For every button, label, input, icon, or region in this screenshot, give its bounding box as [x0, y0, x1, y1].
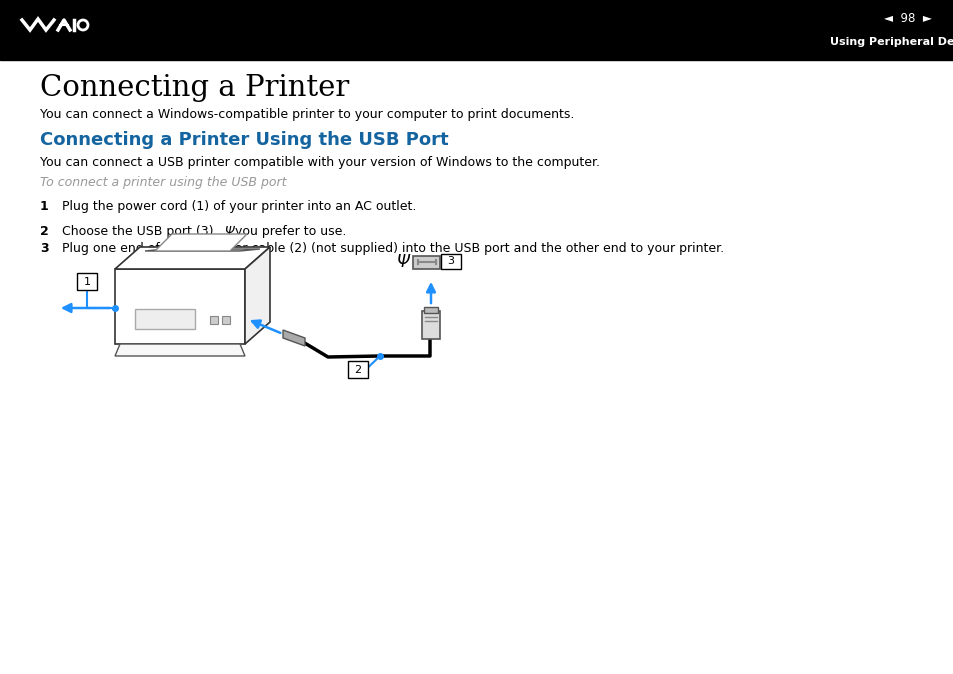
Text: 1: 1 — [84, 277, 91, 287]
Bar — [421, 311, 439, 339]
Text: To connect a printer using the USB port: To connect a printer using the USB port — [40, 176, 286, 189]
Text: Choose the USB port (3): Choose the USB port (3) — [62, 225, 213, 238]
Polygon shape — [145, 249, 260, 251]
Text: ◄  98  ►: ◄ 98 ► — [883, 11, 931, 24]
Text: Ψ: Ψ — [396, 253, 409, 271]
Text: Connecting a Printer Using the USB Port: Connecting a Printer Using the USB Port — [40, 131, 448, 149]
Text: 3: 3 — [40, 242, 49, 255]
Text: You can connect a USB printer compatible with your version of Windows to the com: You can connect a USB printer compatible… — [40, 156, 599, 169]
FancyBboxPatch shape — [413, 255, 440, 268]
Polygon shape — [245, 247, 270, 344]
Text: Plug the power cord (1) of your printer into an AC outlet.: Plug the power cord (1) of your printer … — [62, 200, 416, 213]
Bar — [0, 0, 953, 60]
FancyBboxPatch shape — [348, 361, 368, 378]
Polygon shape — [283, 330, 305, 346]
Bar — [210, 316, 218, 324]
Polygon shape — [115, 269, 245, 344]
Text: Connecting a Printer: Connecting a Printer — [40, 74, 349, 102]
Bar — [135, 309, 194, 329]
Text: Ψ: Ψ — [224, 225, 233, 238]
Text: 2: 2 — [355, 365, 361, 375]
Polygon shape — [115, 247, 270, 269]
FancyBboxPatch shape — [77, 273, 97, 290]
Text: you prefer to use.: you prefer to use. — [234, 225, 346, 238]
Bar — [423, 307, 437, 313]
Text: 1: 1 — [40, 200, 49, 213]
Text: Using Peripheral Devices: Using Peripheral Devices — [829, 37, 953, 47]
FancyBboxPatch shape — [440, 254, 460, 269]
Polygon shape — [115, 344, 245, 356]
Text: Plug one end of a USB printer cable (2) (not supplied) into the USB port and the: Plug one end of a USB printer cable (2) … — [62, 242, 723, 255]
Bar — [222, 316, 230, 324]
Text: 3: 3 — [447, 256, 454, 266]
Polygon shape — [154, 234, 247, 251]
Text: You can connect a Windows-compatible printer to your computer to print documents: You can connect a Windows-compatible pri… — [40, 108, 574, 121]
Text: 2: 2 — [40, 225, 49, 238]
